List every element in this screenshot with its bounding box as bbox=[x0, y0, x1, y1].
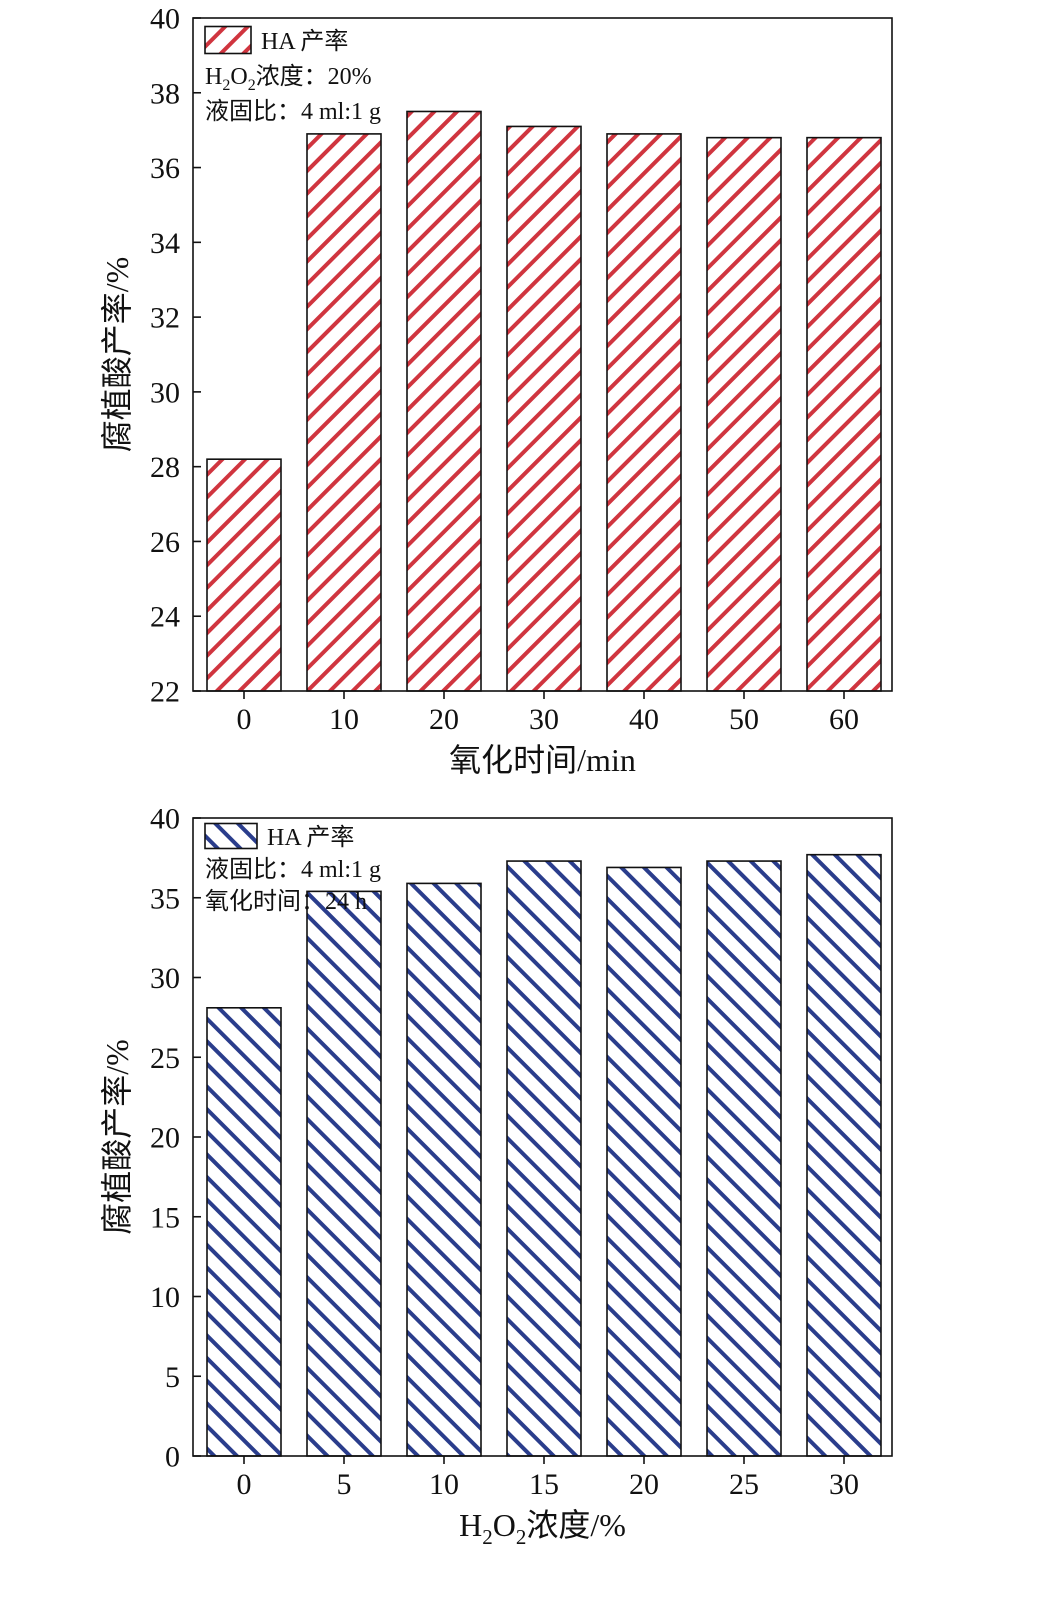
bar-30 bbox=[506, 125, 582, 692]
annotation-text: H2O2浓度：20% bbox=[205, 63, 372, 94]
x-tick-label: 15 bbox=[529, 1468, 559, 1501]
legend-label: HA 产率 bbox=[261, 28, 348, 55]
chart-oxidation-time: 22 24 26 28 30 32 34 36 38 40 0 10 20 30 40 50 60 氧化时间/mi… bbox=[99, 3, 893, 778]
x-tick-label: 20 bbox=[629, 1468, 659, 1501]
bar-60 bbox=[806, 136, 882, 692]
x-axis-label: H2O2浓度/% bbox=[459, 1507, 626, 1549]
bar-15 bbox=[506, 860, 582, 1457]
x-axis-label: 氧化时间/min bbox=[449, 742, 636, 778]
y-tick-label: 40 bbox=[150, 3, 180, 36]
x-tick-label: 30 bbox=[529, 703, 559, 736]
x-tick-label: 0 bbox=[237, 1468, 252, 1501]
legend-swatch bbox=[204, 25, 252, 55]
annotation-text: 液固比：4 ml:1 g bbox=[205, 856, 381, 883]
y-tick-label: 25 bbox=[150, 1042, 180, 1075]
x-tick-label: 40 bbox=[629, 703, 659, 736]
chart-h2o2-concentration: 0 5 10 15 20 25 30 35 40 0 5 10 15 20 25 30 H2O2浓度/% 腐植酸产… bbox=[99, 803, 893, 1549]
y-tick-label: 28 bbox=[150, 451, 180, 484]
x-tick-label: 0 bbox=[237, 703, 252, 736]
x-tick-label: 10 bbox=[329, 703, 359, 736]
annotation-text: 液固比：4 ml:1 g bbox=[205, 98, 381, 125]
x-tick-label: 30 bbox=[829, 1468, 859, 1501]
bar-50 bbox=[706, 136, 782, 692]
y-tick-label: 0 bbox=[165, 1441, 180, 1474]
bar-0 bbox=[206, 458, 282, 692]
y-tick-label: 22 bbox=[150, 676, 180, 709]
x-tick-label: 25 bbox=[729, 1468, 759, 1501]
y-tick-label: 32 bbox=[150, 302, 180, 335]
bar-5 bbox=[306, 890, 382, 1457]
bar-20 bbox=[406, 110, 482, 692]
bar-10 bbox=[406, 882, 482, 1457]
bar-30 bbox=[806, 853, 882, 1457]
y-tick-label: 20 bbox=[150, 1122, 180, 1155]
x-tick-label: 50 bbox=[729, 703, 759, 736]
plot-frame bbox=[192, 17, 893, 692]
y-tick-label: 26 bbox=[150, 526, 180, 559]
y-tick-label: 30 bbox=[150, 376, 180, 409]
y-tick-label: 24 bbox=[150, 601, 180, 634]
bar-40 bbox=[606, 133, 682, 692]
bar-25 bbox=[706, 860, 782, 1457]
x-tick-label: 20 bbox=[429, 703, 459, 736]
y-tick-label: 35 bbox=[150, 882, 180, 915]
bar-20 bbox=[606, 866, 682, 1457]
y-tick-label: 40 bbox=[150, 803, 180, 836]
x-tick-label: 60 bbox=[829, 703, 859, 736]
annotation-text: 氧化时间：24 h bbox=[205, 888, 367, 915]
y-tick-label: 36 bbox=[150, 152, 180, 185]
x-tick-label: 10 bbox=[429, 1468, 459, 1501]
x-tick-label: 5 bbox=[337, 1468, 352, 1501]
y-tick-label: 15 bbox=[150, 1201, 180, 1234]
y-tick-label: 10 bbox=[150, 1281, 180, 1314]
y-tick-label: 5 bbox=[165, 1361, 180, 1394]
y-axis-label: 腐植酸产率/% bbox=[99, 1039, 135, 1235]
y-axis-label: 腐植酸产率/% bbox=[99, 257, 135, 453]
y-tick-label: 34 bbox=[150, 227, 180, 260]
bar-0 bbox=[206, 1007, 282, 1457]
y-tick-label: 30 bbox=[150, 962, 180, 995]
y-tick-label: 38 bbox=[150, 77, 180, 110]
legend-swatch bbox=[204, 822, 258, 850]
bar-10 bbox=[306, 133, 382, 692]
legend-label: HA 产率 bbox=[267, 824, 354, 851]
